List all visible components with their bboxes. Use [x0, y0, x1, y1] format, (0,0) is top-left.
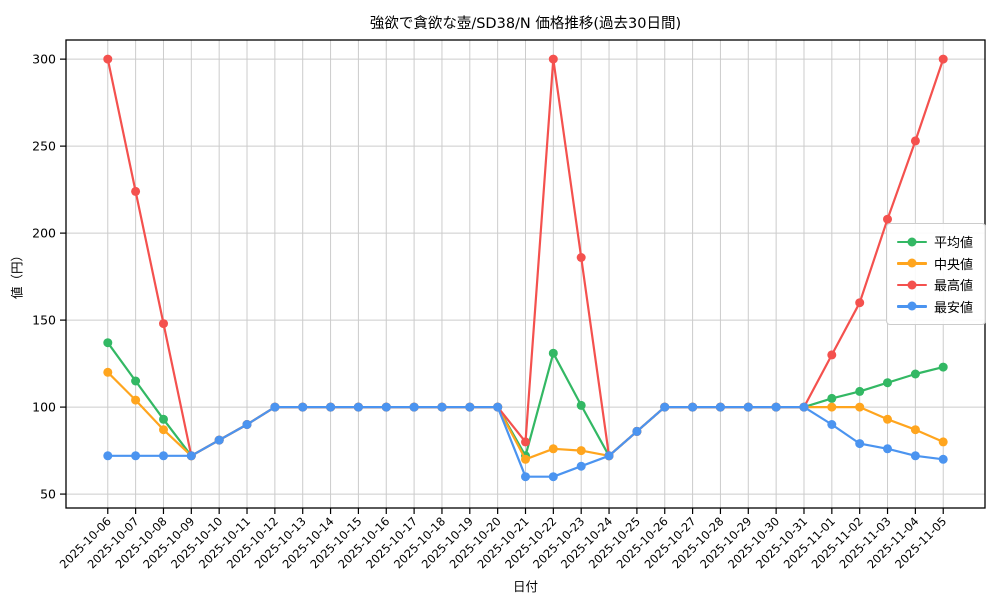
chart-title: 強欲で貪欲な壺/SD38/N 価格推移(過去30日間) — [369, 16, 682, 32]
data-point-max — [938, 54, 948, 64]
legend-item-max: 最高値 — [897, 274, 975, 296]
legend-item-median: 中央値 — [897, 253, 975, 275]
max-series-marker-icon — [897, 280, 927, 290]
average-series-marker-icon — [897, 237, 927, 247]
data-point-min — [298, 402, 308, 412]
data-point-average — [883, 378, 892, 388]
data-point-min — [883, 444, 892, 454]
legend-item-average: 平均値 — [897, 231, 975, 253]
data-point-min — [715, 402, 725, 412]
data-point-max — [103, 54, 113, 64]
data-point-min — [186, 451, 196, 461]
data-point-min — [938, 454, 948, 464]
data-point-min — [548, 472, 558, 482]
data-point-min — [743, 402, 753, 412]
data-point-median — [159, 425, 168, 435]
legend: 平均値 中央値 最高値 最安値 — [886, 223, 986, 325]
data-point-median — [103, 367, 113, 377]
data-point-min — [660, 402, 670, 412]
data-point-min — [521, 472, 530, 482]
data-point-median — [855, 402, 865, 412]
data-point-average — [855, 386, 865, 396]
data-point-min — [855, 439, 865, 449]
data-point-min — [576, 461, 586, 471]
data-point-median — [938, 437, 948, 447]
data-point-average — [827, 393, 837, 403]
data-point-median — [576, 446, 586, 456]
data-point-min — [131, 451, 141, 461]
data-point-median — [827, 402, 837, 412]
data-point-min — [771, 402, 781, 412]
median-series-marker-icon — [897, 258, 927, 268]
data-point-max — [576, 253, 586, 262]
data-point-median — [548, 444, 558, 454]
data-point-min — [214, 435, 224, 445]
y-tick-label: 150 — [32, 313, 56, 328]
data-point-max — [131, 186, 141, 196]
data-point-average — [103, 338, 113, 348]
data-point-min — [632, 426, 642, 436]
data-point-max — [548, 54, 558, 64]
legend-label-average: 平均値 — [934, 236, 974, 252]
data-point-min — [799, 402, 809, 412]
data-point-median — [910, 425, 920, 435]
data-point-average — [131, 376, 141, 386]
legend-item-min: 最安値 — [897, 296, 975, 318]
legend-label-max: 最高値 — [934, 279, 974, 295]
data-point-min — [103, 451, 113, 461]
data-point-average — [159, 414, 168, 424]
data-point-median — [521, 454, 530, 464]
data-point-median — [131, 395, 141, 405]
min-series-marker-icon — [897, 301, 927, 311]
data-point-average — [548, 348, 558, 358]
y-tick-label: 50 — [40, 487, 56, 502]
y-tick-label: 250 — [32, 139, 56, 154]
data-point-min — [493, 402, 503, 412]
data-point-min — [604, 451, 614, 461]
data-point-min — [353, 402, 363, 412]
legend-label-min: 最安値 — [934, 300, 974, 316]
data-point-median — [883, 414, 892, 424]
x-axis-label: 日付 — [512, 579, 538, 594]
data-point-min — [159, 451, 168, 461]
data-point-min — [688, 402, 698, 412]
y-tick-label: 200 — [32, 226, 56, 241]
data-point-min — [381, 402, 391, 412]
data-point-min — [326, 402, 336, 412]
data-point-max — [827, 350, 837, 360]
data-point-max — [910, 136, 920, 146]
data-point-max — [521, 437, 530, 447]
data-point-min — [437, 402, 447, 412]
data-point-min — [409, 402, 419, 412]
data-point-average — [910, 369, 920, 379]
data-point-min — [827, 420, 837, 429]
data-point-min — [465, 402, 475, 412]
y-tick-label: 300 — [32, 52, 56, 67]
data-point-average — [576, 400, 586, 410]
data-point-min — [910, 451, 920, 461]
data-point-average — [938, 362, 948, 372]
data-point-max — [159, 319, 168, 329]
data-point-max — [855, 298, 865, 308]
y-tick-label: 100 — [32, 400, 56, 415]
data-point-max — [883, 214, 892, 224]
legend-label-median: 中央値 — [934, 257, 974, 273]
data-point-min — [270, 402, 280, 412]
data-point-min — [242, 420, 252, 429]
